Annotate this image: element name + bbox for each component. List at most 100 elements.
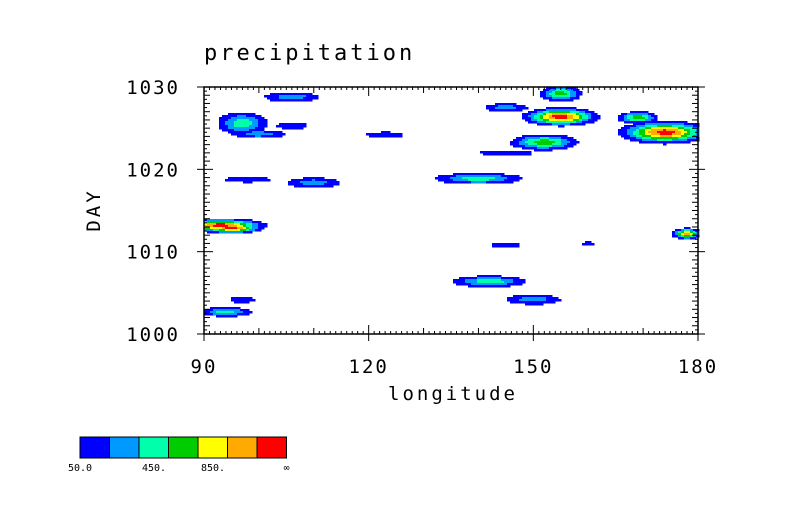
- heat-cell: [543, 91, 547, 94]
- heat-cell: [633, 121, 637, 124]
- heat-cell: [654, 121, 658, 124]
- heat-cell: [522, 143, 526, 146]
- heat-cell: [477, 285, 481, 288]
- heat-cell: [561, 119, 565, 122]
- heat-cell: [624, 113, 628, 116]
- heat-cell: [240, 117, 244, 120]
- heat-cell: [516, 139, 520, 142]
- heat-cell: [309, 93, 313, 96]
- heat-cell: [390, 135, 394, 138]
- heat-cell: [222, 229, 226, 232]
- heat-cell: [561, 89, 565, 92]
- heat-cell: [531, 143, 535, 146]
- heat-cell: [258, 129, 262, 132]
- heat-cell: [297, 97, 301, 100]
- heat-cell: [648, 125, 652, 128]
- heat-cell: [546, 301, 550, 304]
- heat-cell: [675, 129, 679, 132]
- heat-cell: [690, 125, 694, 128]
- heat-cell: [243, 313, 247, 316]
- heat-cell: [642, 111, 646, 114]
- heat-cell: [228, 231, 232, 234]
- heat-cell: [561, 147, 565, 150]
- heat-cell: [528, 153, 532, 156]
- heat-cell: [240, 177, 244, 180]
- heat-cell: [519, 153, 523, 156]
- heat-cell: [555, 141, 559, 144]
- heat-cell: [279, 125, 283, 128]
- heat-cell: [657, 127, 661, 130]
- heat-cell: [261, 117, 265, 120]
- heat-cell: [474, 279, 478, 282]
- heat-cell: [504, 151, 508, 154]
- heat-cell: [540, 115, 544, 118]
- heat-cell: [555, 95, 559, 98]
- heat-cell: [204, 313, 208, 316]
- heat-cell: [552, 137, 556, 140]
- heat-cell: [246, 179, 250, 182]
- heat-cell: [495, 175, 499, 178]
- heat-cell: [264, 125, 268, 128]
- heat-cell: [555, 107, 559, 110]
- heat-cell: [219, 225, 223, 228]
- heat-cell: [315, 177, 319, 180]
- heat-cell: [549, 139, 553, 142]
- heat-cell: [528, 115, 532, 118]
- heat-cell: [249, 117, 253, 120]
- plot-frame: [197, 86, 705, 341]
- heat-cell: [660, 127, 664, 130]
- heat-cell: [546, 109, 550, 112]
- heat-cell: [246, 225, 250, 228]
- heat-cell: [588, 243, 592, 246]
- heat-cell: [330, 183, 334, 186]
- heat-cell: [492, 275, 496, 278]
- heat-cell: [279, 93, 283, 96]
- heat-cell: [465, 181, 469, 184]
- heat-cell: [225, 307, 229, 310]
- heat-cell: [252, 125, 256, 128]
- heat-cell: [213, 225, 217, 228]
- heat-cell: [261, 123, 265, 126]
- heat-cell: [507, 277, 511, 280]
- heat-cell: [477, 181, 481, 184]
- heat-cell: [576, 141, 580, 144]
- heat-cell: [459, 281, 463, 284]
- heat-cell: [282, 93, 286, 96]
- heat-cell: [252, 129, 256, 132]
- heat-cell: [690, 233, 694, 236]
- heat-cell: [237, 135, 241, 138]
- heat-cell: [657, 139, 661, 142]
- heat-cell: [225, 117, 229, 120]
- heat-cell: [630, 127, 634, 130]
- heat-cell: [591, 113, 595, 116]
- heat-cell: [561, 107, 565, 110]
- heat-cell: [519, 137, 523, 140]
- heat-cell: [681, 135, 685, 138]
- heat-cell: [552, 145, 556, 148]
- heat-cell: [621, 127, 625, 130]
- heat-cell: [555, 89, 559, 92]
- heat-cell: [639, 133, 643, 136]
- heat-cell: [663, 137, 667, 140]
- heat-cell: [255, 123, 259, 126]
- heat-cell: [594, 119, 598, 122]
- heat-cell: [642, 119, 646, 122]
- heat-cell: [546, 149, 550, 152]
- heat-cell: [231, 219, 235, 222]
- heat-cell: [438, 177, 442, 180]
- heat-cell: [237, 313, 241, 316]
- heat-cell: [237, 307, 241, 310]
- heat-cell: [369, 133, 373, 136]
- heat-cell: [222, 309, 226, 312]
- heat-cell: [654, 137, 658, 140]
- heat-cell: [267, 131, 271, 134]
- heat-cell: [528, 301, 532, 304]
- heat-cell: [681, 131, 685, 134]
- heat-cell: [279, 135, 283, 138]
- heat-cell: [231, 229, 235, 232]
- heat-cell: [465, 179, 469, 182]
- heat-cell: [660, 123, 664, 126]
- heat-cell: [246, 227, 250, 230]
- heat-cell: [243, 223, 247, 226]
